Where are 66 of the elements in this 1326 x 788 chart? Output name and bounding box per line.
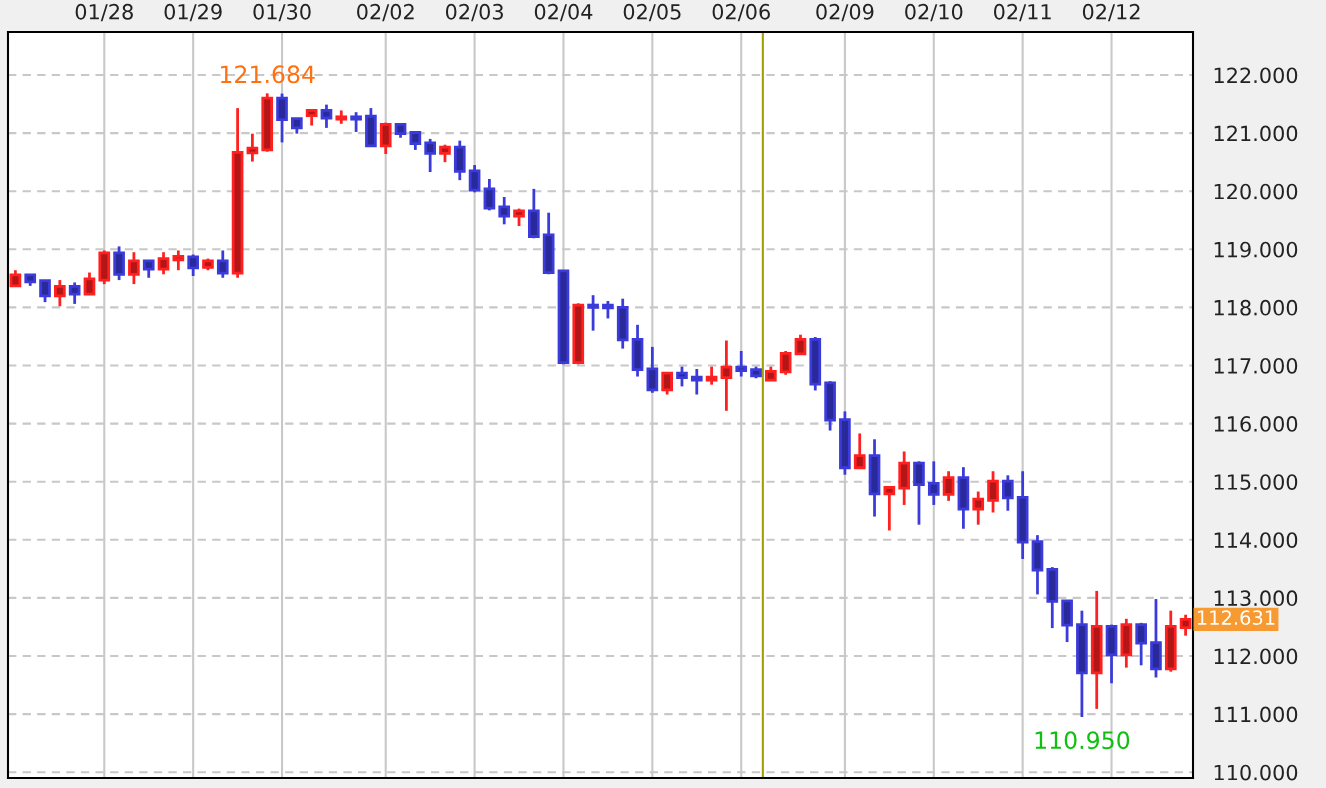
x-tick-label: 01/28 — [75, 3, 133, 22]
candlestick — [794, 333, 807, 356]
candlestick — [320, 103, 333, 130]
y-tick-label: 116.000 — [1214, 416, 1298, 432]
x-tick-label: 02/05 — [623, 3, 681, 22]
y-tick-label: 114.000 — [1214, 532, 1298, 548]
y-tick-label: 120.000 — [1214, 183, 1298, 200]
candlestick — [942, 469, 955, 503]
x-tick-label: 02/12 — [1082, 3, 1140, 22]
x-tick-label: 02/03 — [445, 3, 503, 22]
candlestick — [83, 271, 96, 296]
candlestick — [661, 371, 673, 396]
y-tick-label: 122.000 — [1214, 67, 1298, 84]
y-tick-label: 111.000 — [1214, 706, 1298, 723]
candlestick — [483, 177, 496, 212]
candlestick — [1179, 613, 1192, 638]
candlestick — [498, 195, 511, 226]
y-tick-label: 118.000 — [1214, 299, 1298, 316]
candlestick — [246, 132, 259, 163]
candlestick — [157, 250, 170, 276]
y-tick-label: 119.000 — [1214, 241, 1298, 258]
candlestick — [172, 249, 185, 272]
y-tick-label: 110.000 — [1214, 764, 1298, 781]
candlestick — [720, 339, 733, 413]
candlestick — [68, 281, 81, 306]
candlestick — [424, 137, 436, 174]
candlestick — [128, 250, 140, 286]
text: 112.631 — [1197, 610, 1275, 625]
candlestick — [39, 279, 51, 304]
candlestick — [972, 490, 985, 527]
y-tick-label: 113.000 — [1214, 590, 1298, 607]
candlestick — [690, 367, 703, 396]
y-tick-label: 121.000 — [1214, 125, 1298, 142]
candlestick — [1002, 473, 1014, 513]
x-tick-label: 01/29 — [164, 3, 222, 22]
x-tick-label: 02/09 — [816, 3, 874, 22]
candlestick — [468, 163, 481, 194]
candlestick — [54, 278, 66, 308]
candlestick — [913, 459, 925, 527]
candlestick — [1135, 621, 1147, 667]
x-tick-label: 02/04 — [534, 3, 593, 22]
candlestick — [216, 249, 229, 280]
annotation: 121.684 — [220, 65, 315, 84]
annotation: 110.950 — [1035, 731, 1130, 750]
candlestick — [779, 349, 792, 377]
candlestick — [987, 469, 999, 514]
candlestick — [927, 459, 940, 507]
x-tick-label: 01/30 — [253, 3, 311, 22]
candlestick — [883, 486, 896, 532]
candlestick — [379, 121, 392, 156]
candlestick — [113, 245, 125, 282]
candlestick — [276, 92, 288, 144]
y-tick-label: 112.000 — [1214, 648, 1298, 665]
candlestick — [853, 432, 866, 470]
x-tick-label: 02/06 — [712, 3, 770, 22]
candlestick — [646, 345, 659, 395]
y-tick-label: 115.000 — [1214, 474, 1298, 490]
x-tick-label: 02/11 — [994, 3, 1051, 22]
candlestick — [587, 293, 599, 333]
y-tick-label: 117.000 — [1214, 357, 1298, 374]
candlestick — [676, 365, 688, 388]
candlestick — [705, 365, 718, 387]
candlestick — [735, 349, 748, 378]
x-tick-label: 02/02 — [357, 3, 414, 22]
x-tick-label: 02/10 — [905, 3, 963, 22]
candlestick — [350, 110, 362, 134]
